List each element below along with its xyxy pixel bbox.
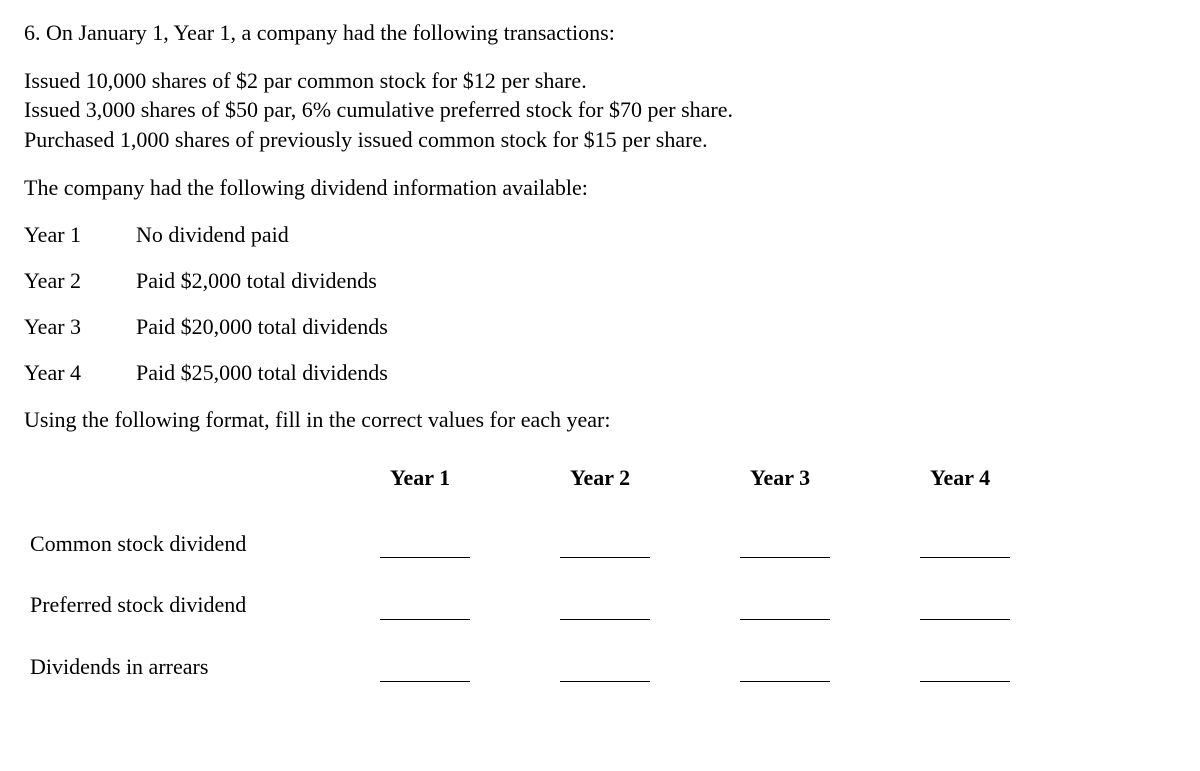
blank-cell[interactable] — [350, 600, 530, 620]
blank-line — [560, 662, 650, 682]
row-label: Preferred stock dividend — [30, 590, 350, 620]
year-label: Year 2 — [24, 266, 136, 296]
question-intro: 6. On January 1, Year 1, a company had t… — [24, 18, 1176, 48]
question-intro-text: On January 1, Year 1, a company had the … — [46, 20, 615, 45]
year-label: Year 4 — [24, 358, 136, 388]
dividend-intro: The company had the following dividend i… — [24, 173, 1176, 203]
year-label: Year 3 — [24, 312, 136, 342]
column-header: Year 2 — [530, 463, 710, 493]
blank-line — [920, 662, 1010, 682]
year-description: Paid $2,000 total dividends — [136, 266, 1176, 296]
blank-line — [740, 538, 830, 558]
transaction-line: Purchased 1,000 shares of previously iss… — [24, 125, 1176, 155]
year-info-row: Year 2 Paid $2,000 total dividends — [24, 266, 1176, 296]
blank-cell[interactable] — [530, 600, 710, 620]
year-info-list: Year 1 No dividend paid Year 2 Paid $2,0… — [24, 220, 1176, 387]
column-header: Year 3 — [710, 463, 890, 493]
blank-cell[interactable] — [890, 600, 1070, 620]
header-spacer — [30, 463, 350, 493]
year-description: No dividend paid — [136, 220, 1176, 250]
column-header: Year 4 — [890, 463, 1070, 493]
table-row: Dividends in arrears — [30, 652, 1176, 682]
blank-cell[interactable] — [710, 600, 890, 620]
year-info-row: Year 4 Paid $25,000 total dividends — [24, 358, 1176, 388]
blank-cell[interactable] — [890, 538, 1070, 558]
blank-cell[interactable] — [350, 662, 530, 682]
year-description: Paid $25,000 total dividends — [136, 358, 1176, 388]
table-row: Preferred stock dividend — [30, 590, 1176, 620]
blank-cell[interactable] — [530, 538, 710, 558]
transactions-list: Issued 10,000 shares of $2 par common st… — [24, 66, 1176, 155]
table-row: Common stock dividend — [30, 529, 1176, 559]
year-label: Year 1 — [24, 220, 136, 250]
blank-line — [920, 600, 1010, 620]
blank-cell[interactable] — [350, 538, 530, 558]
year-info-row: Year 3 Paid $20,000 total dividends — [24, 312, 1176, 342]
blank-line — [380, 600, 470, 620]
blank-line — [740, 662, 830, 682]
column-header: Year 1 — [350, 463, 530, 493]
blank-cell[interactable] — [890, 662, 1070, 682]
year-description: Paid $20,000 total dividends — [136, 312, 1176, 342]
blank-line — [380, 538, 470, 558]
blank-line — [560, 600, 650, 620]
row-label: Dividends in arrears — [30, 652, 350, 682]
table-header-row: Year 1 Year 2 Year 3 Year 4 — [30, 463, 1176, 493]
blank-cell[interactable] — [710, 662, 890, 682]
format-instruction: Using the following format, fill in the … — [24, 405, 1176, 435]
blank-cell[interactable] — [710, 538, 890, 558]
question-number: 6. — [24, 20, 41, 45]
blank-line — [740, 600, 830, 620]
transaction-line: Issued 10,000 shares of $2 par common st… — [24, 66, 1176, 96]
blank-line — [920, 538, 1010, 558]
blank-cell[interactable] — [530, 662, 710, 682]
blank-line — [560, 538, 650, 558]
year-info-row: Year 1 No dividend paid — [24, 220, 1176, 250]
transaction-line: Issued 3,000 shares of $50 par, 6% cumul… — [24, 95, 1176, 125]
answer-table: Year 1 Year 2 Year 3 Year 4 Common stock… — [24, 463, 1176, 682]
row-label: Common stock dividend — [30, 529, 350, 559]
blank-line — [380, 662, 470, 682]
